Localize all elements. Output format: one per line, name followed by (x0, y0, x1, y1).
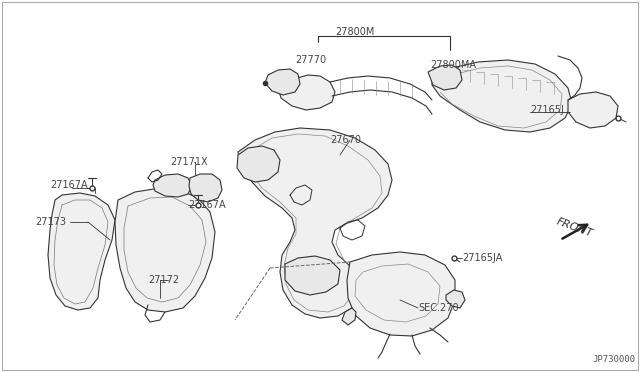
Text: 27800MA: 27800MA (430, 60, 476, 70)
Text: 27165J: 27165J (530, 105, 564, 115)
Polygon shape (432, 60, 572, 132)
Polygon shape (278, 75, 335, 110)
Polygon shape (189, 174, 222, 202)
Text: 27165JA: 27165JA (462, 253, 502, 263)
Text: 27171X: 27171X (170, 157, 207, 167)
Polygon shape (48, 193, 115, 310)
Polygon shape (115, 188, 215, 312)
Text: FRONT: FRONT (555, 217, 594, 239)
Text: 27167A: 27167A (50, 180, 88, 190)
Text: 27172: 27172 (148, 275, 179, 285)
Text: 27800M: 27800M (335, 27, 374, 37)
Polygon shape (153, 174, 192, 197)
Polygon shape (347, 252, 455, 336)
Polygon shape (428, 65, 462, 90)
Polygon shape (238, 128, 392, 318)
Text: JP730000: JP730000 (592, 355, 635, 364)
Text: SEC.270: SEC.270 (418, 303, 459, 313)
Polygon shape (265, 69, 300, 95)
Polygon shape (285, 256, 340, 295)
Text: 27173: 27173 (35, 217, 66, 227)
Text: 27167A: 27167A (188, 200, 226, 210)
Polygon shape (446, 290, 465, 308)
Polygon shape (342, 308, 356, 325)
Text: 27670: 27670 (330, 135, 361, 145)
Polygon shape (237, 146, 280, 182)
Text: 27770: 27770 (295, 55, 326, 65)
Polygon shape (568, 92, 618, 128)
